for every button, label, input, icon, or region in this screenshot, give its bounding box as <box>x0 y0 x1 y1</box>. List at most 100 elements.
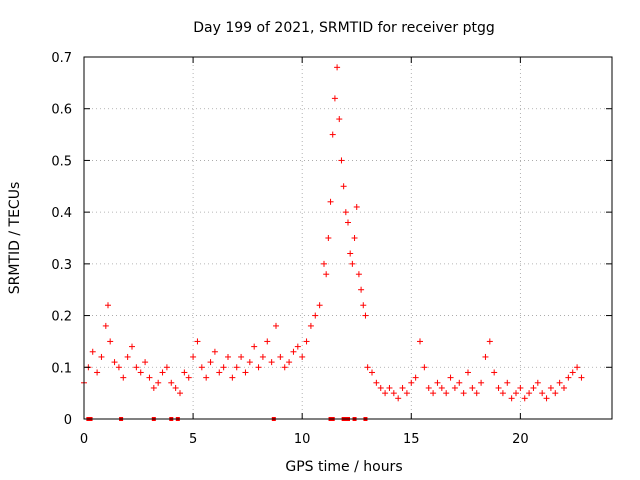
data-point <box>349 260 356 267</box>
y-tick-label: 0.4 <box>51 206 72 221</box>
data-point <box>303 338 310 345</box>
data-point <box>412 374 419 381</box>
data-point <box>469 384 476 391</box>
x-tick-label: 15 <box>403 432 420 447</box>
data-point <box>408 379 415 386</box>
data-point <box>526 390 533 397</box>
y-tick-label: 0.1 <box>51 361 72 376</box>
data-point <box>129 343 135 350</box>
data-point <box>460 390 467 397</box>
data-point <box>539 390 546 397</box>
data-point <box>312 312 319 319</box>
data-point <box>338 157 345 164</box>
data-point <box>358 286 365 293</box>
data-point <box>323 271 330 278</box>
data-point <box>386 384 393 391</box>
data-point <box>207 359 214 366</box>
data-point <box>395 395 402 402</box>
data-point <box>316 302 323 309</box>
data-point <box>329 131 336 138</box>
data-point <box>321 260 327 267</box>
x-tick-label: 5 <box>189 432 197 447</box>
data-point <box>105 302 111 309</box>
x-tick-label: 0 <box>80 432 88 447</box>
data-point <box>342 209 349 216</box>
data-point <box>390 390 397 397</box>
data-point <box>513 390 519 397</box>
data-point <box>482 353 489 360</box>
data-point <box>107 338 114 345</box>
data-point <box>177 390 183 397</box>
data-point <box>334 64 341 71</box>
data-point <box>273 322 279 329</box>
data-point <box>486 338 493 345</box>
data-point <box>417 338 423 345</box>
data-point <box>327 198 334 205</box>
data-point <box>521 395 528 402</box>
data-point <box>353 203 360 210</box>
data-point <box>517 384 524 391</box>
data-point <box>451 384 458 391</box>
data-point <box>259 353 266 360</box>
data-point <box>268 359 275 366</box>
data-point <box>574 364 581 371</box>
data-point <box>172 384 179 391</box>
data-point <box>534 379 541 386</box>
data-point <box>190 353 197 360</box>
data-point <box>369 369 375 376</box>
data-point <box>159 369 166 376</box>
data-point <box>495 384 502 391</box>
data-point <box>264 338 271 345</box>
data-point <box>277 353 284 360</box>
data-point <box>146 374 153 381</box>
data-point <box>447 374 454 381</box>
data-point <box>242 369 249 376</box>
data-point <box>331 95 338 102</box>
data-point <box>102 322 109 329</box>
data-point <box>403 390 410 397</box>
data-point <box>89 348 96 355</box>
grid <box>84 57 612 419</box>
axis-ticks: 0 5 10 15 20 0 0.1 0.2 0.3 0.4 0.5 0.6 0.7 <box>51 51 612 447</box>
data-point <box>246 359 253 366</box>
data-point <box>155 379 162 386</box>
chart-title: Day 199 of 2021, SRMTID for receiver ptg… <box>193 20 495 36</box>
data-point <box>203 374 210 381</box>
data-point <box>360 302 367 309</box>
data-point <box>194 338 201 345</box>
data-point <box>185 374 192 381</box>
data-point <box>430 390 437 397</box>
data-point <box>325 235 332 241</box>
data-point <box>255 364 262 371</box>
data-point <box>556 379 563 386</box>
data-point <box>504 379 511 386</box>
y-tick-label: 0.7 <box>51 51 72 66</box>
data-point <box>399 384 406 391</box>
y-tick-label: 0.3 <box>51 258 72 273</box>
data-point <box>578 374 585 381</box>
data-point <box>290 348 297 355</box>
data-point <box>345 219 351 226</box>
data-point <box>373 379 380 386</box>
y-tick-label: 0.2 <box>51 310 72 325</box>
data-point <box>491 369 498 376</box>
y-tick-label: 0 <box>64 413 72 428</box>
data-point <box>229 374 236 381</box>
data-point <box>473 390 480 397</box>
data-point <box>438 384 445 391</box>
data-point <box>561 384 567 391</box>
data-point <box>569 369 576 376</box>
data-point <box>465 369 471 376</box>
data-point <box>425 384 432 391</box>
data-point <box>233 364 240 371</box>
data-point <box>111 359 118 366</box>
data-point <box>347 250 354 257</box>
data-point <box>124 353 131 360</box>
data-point <box>547 384 554 391</box>
y-tick-label: 0.6 <box>51 103 72 118</box>
plot-frame <box>83 56 613 420</box>
data-point <box>142 359 149 366</box>
data-point <box>225 353 231 360</box>
data-point <box>220 364 227 371</box>
